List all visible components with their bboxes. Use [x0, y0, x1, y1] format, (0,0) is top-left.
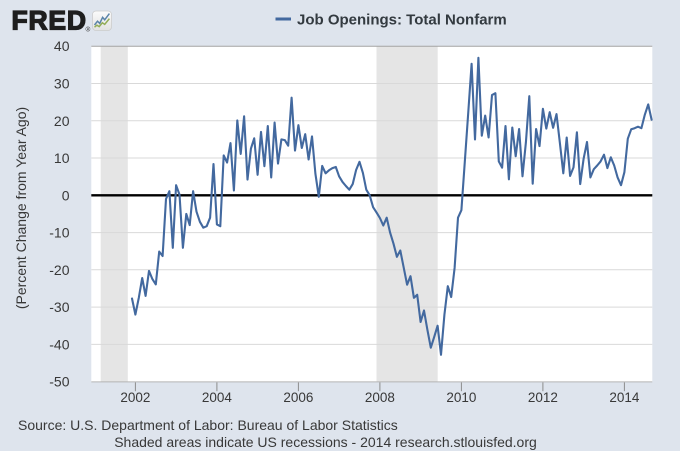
svg-text:2004: 2004 — [202, 390, 233, 405]
svg-text:10: 10 — [54, 150, 70, 166]
svg-text:2012: 2012 — [528, 390, 558, 405]
svg-text:-20: -20 — [49, 262, 69, 278]
svg-text:-10: -10 — [49, 225, 69, 241]
svg-text:(Percent Change from Year Ago): (Percent Change from Year Ago) — [13, 107, 29, 309]
svg-text:2014: 2014 — [609, 390, 640, 405]
svg-text:40: 40 — [54, 38, 70, 54]
svg-text:FRED: FRED — [12, 6, 87, 36]
svg-text:2008: 2008 — [365, 390, 395, 405]
svg-text:0: 0 — [62, 187, 70, 203]
svg-text:-50: -50 — [49, 374, 69, 390]
svg-text:2006: 2006 — [283, 390, 313, 405]
svg-text:30: 30 — [54, 76, 70, 92]
svg-text:2010: 2010 — [446, 390, 476, 405]
svg-text:2002: 2002 — [120, 390, 150, 405]
svg-text:Source: U.S. Department of Lab: Source: U.S. Department of Labor: Bureau… — [18, 417, 398, 433]
svg-text:Shaded areas indicate US reces: Shaded areas indicate US recessions - 20… — [114, 434, 537, 450]
svg-text:Job Openings: Total Nonfarm: Job Openings: Total Nonfarm — [297, 12, 507, 29]
svg-text:-30: -30 — [49, 299, 69, 315]
svg-text:®: ® — [86, 26, 91, 34]
svg-text:20: 20 — [54, 113, 70, 129]
svg-text:-40: -40 — [49, 336, 69, 352]
